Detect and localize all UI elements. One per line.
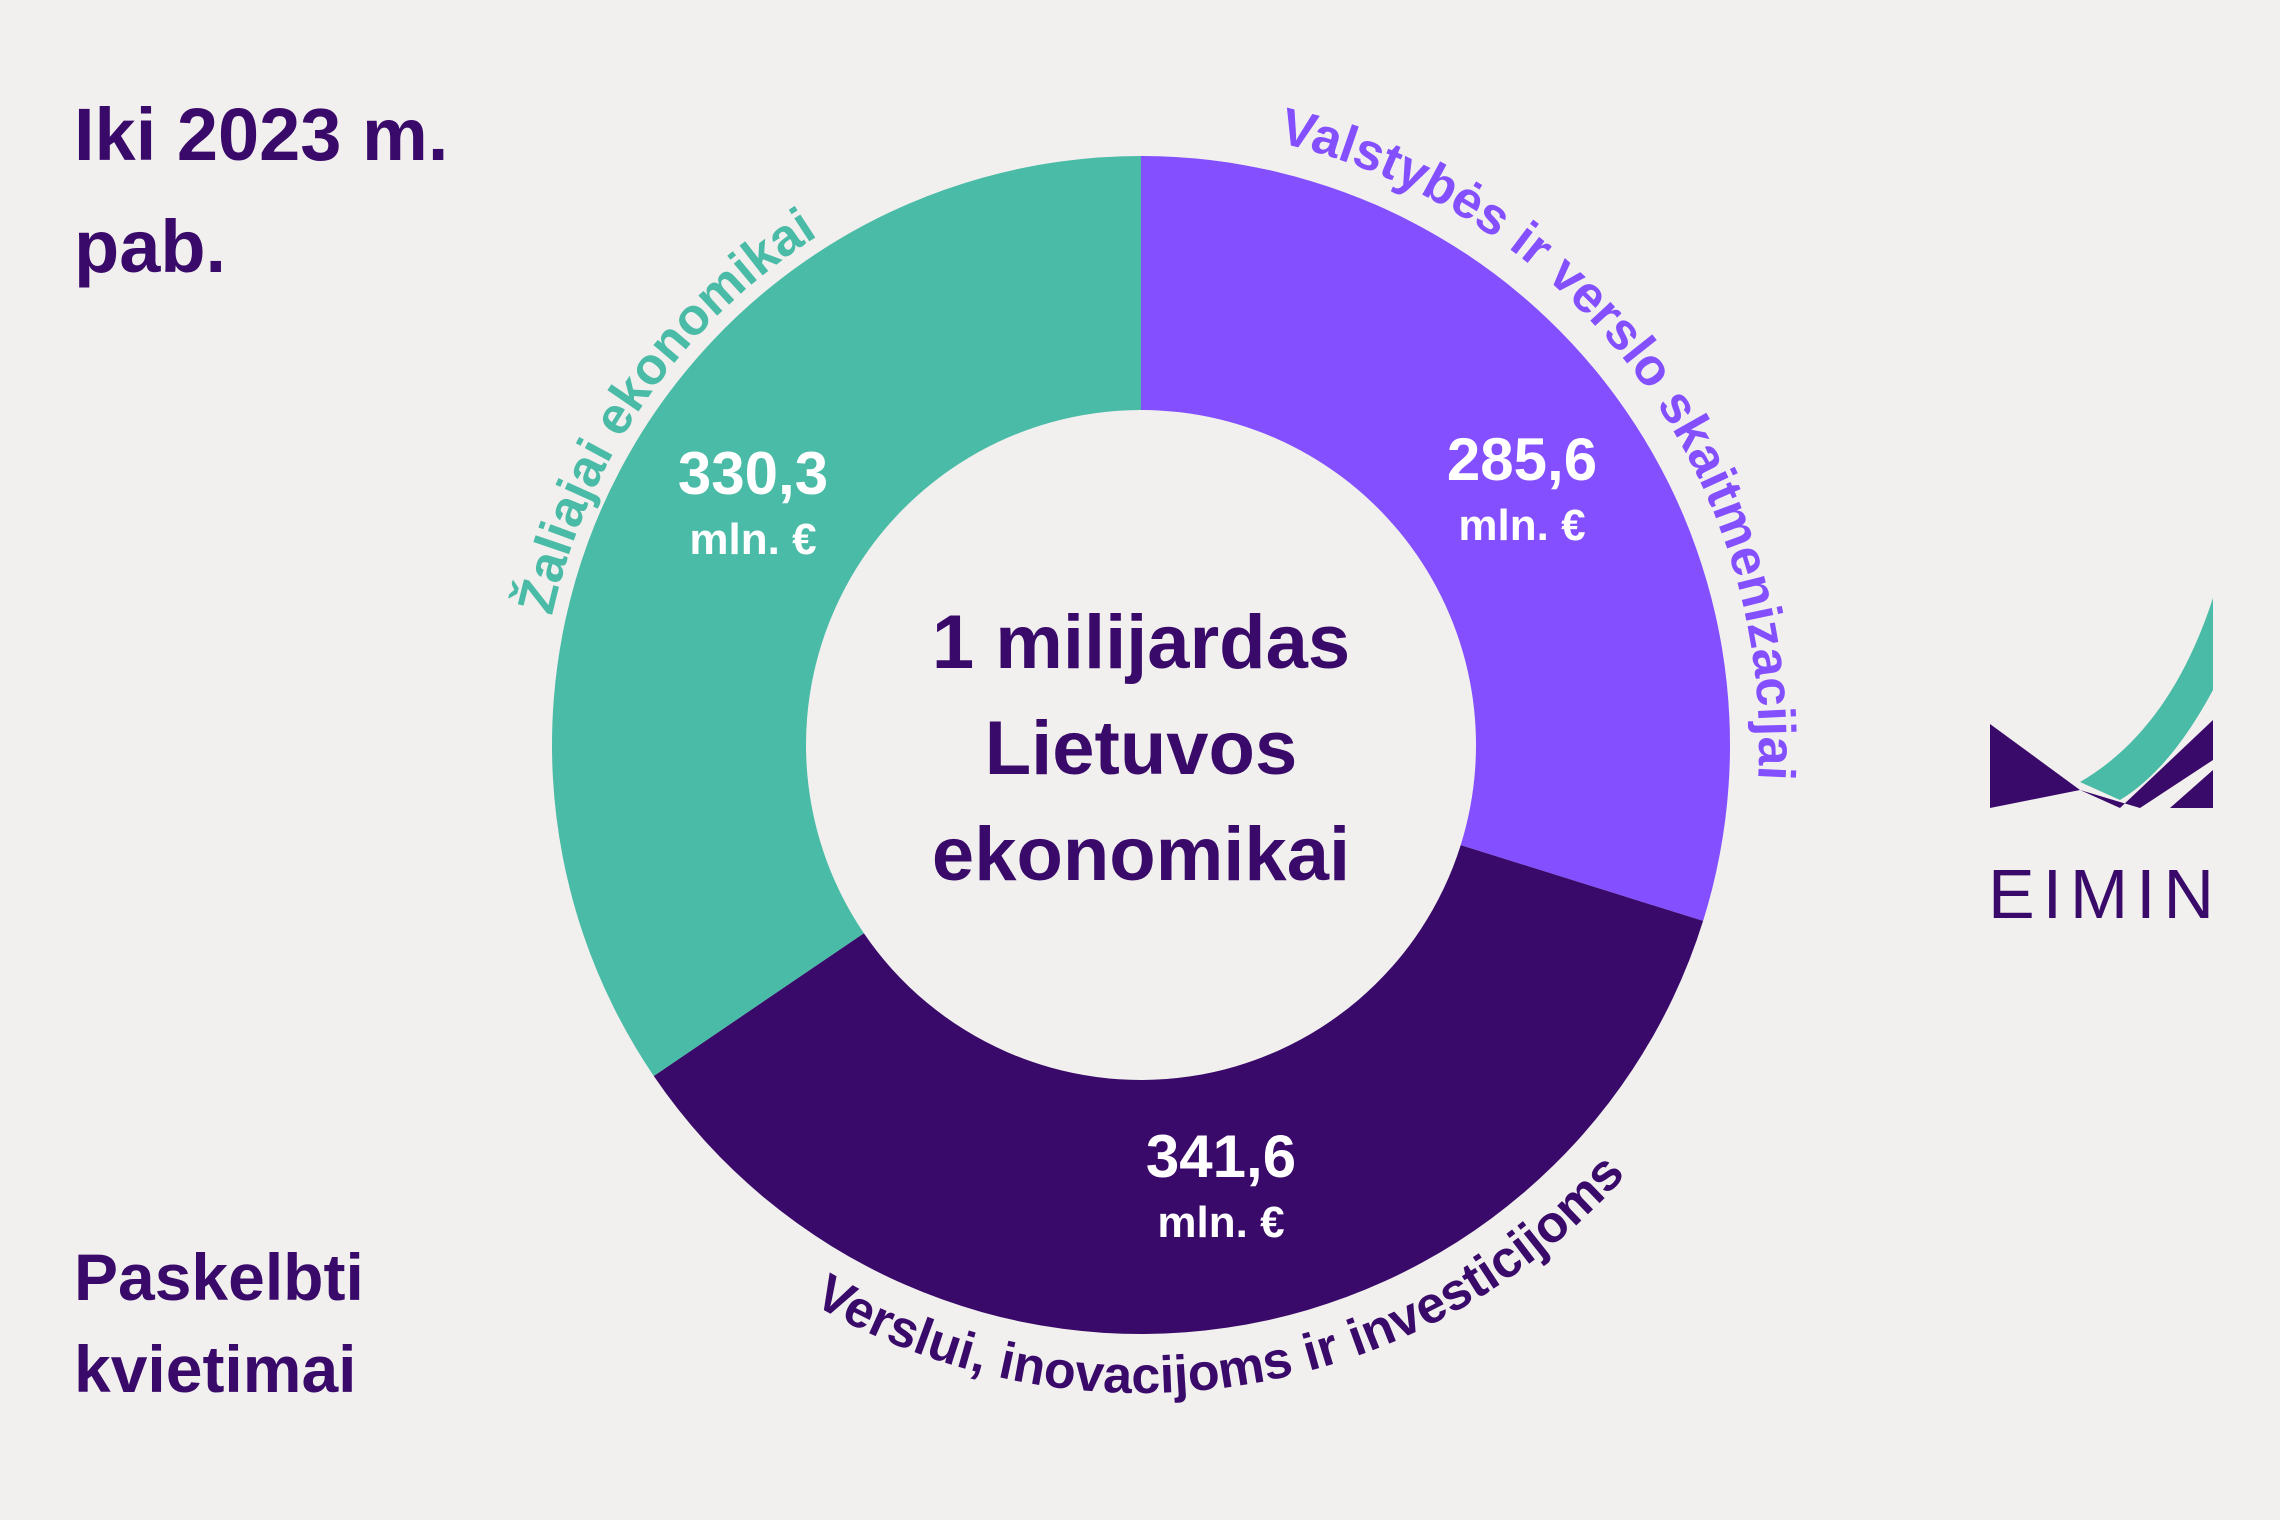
- value-label: 285,6: [1447, 426, 1597, 493]
- center-text: 1 milijardas: [932, 600, 1350, 685]
- donut-segment: [551, 156, 1141, 1076]
- donut-segment: [653, 845, 1704, 1334]
- donut-segment: [1141, 156, 1730, 921]
- logo-shape: [2170, 770, 2213, 808]
- title-line: Iki 2023 m.: [74, 93, 448, 176]
- logo-text: EIMIN: [1988, 855, 2214, 933]
- logo: EIMIN: [1988, 598, 2214, 933]
- center-text: Lietuvos: [985, 706, 1298, 791]
- title-line: pab.: [74, 205, 226, 288]
- value-unit: mln. €: [1458, 501, 1585, 550]
- logo-shape: [1990, 724, 2080, 808]
- center-text: ekonomikai: [932, 812, 1350, 897]
- logo-shape: [2080, 720, 2213, 808]
- footnote-line: Paskelbti: [74, 1240, 364, 1314]
- value-unit: mln. €: [1157, 1198, 1284, 1247]
- footnote-line: kvietimai: [74, 1332, 357, 1406]
- value-unit: mln. €: [689, 515, 816, 564]
- logo-shape: [2080, 598, 2213, 800]
- value-label: 341,6: [1146, 1123, 1296, 1190]
- value-label: 330,3: [678, 440, 828, 507]
